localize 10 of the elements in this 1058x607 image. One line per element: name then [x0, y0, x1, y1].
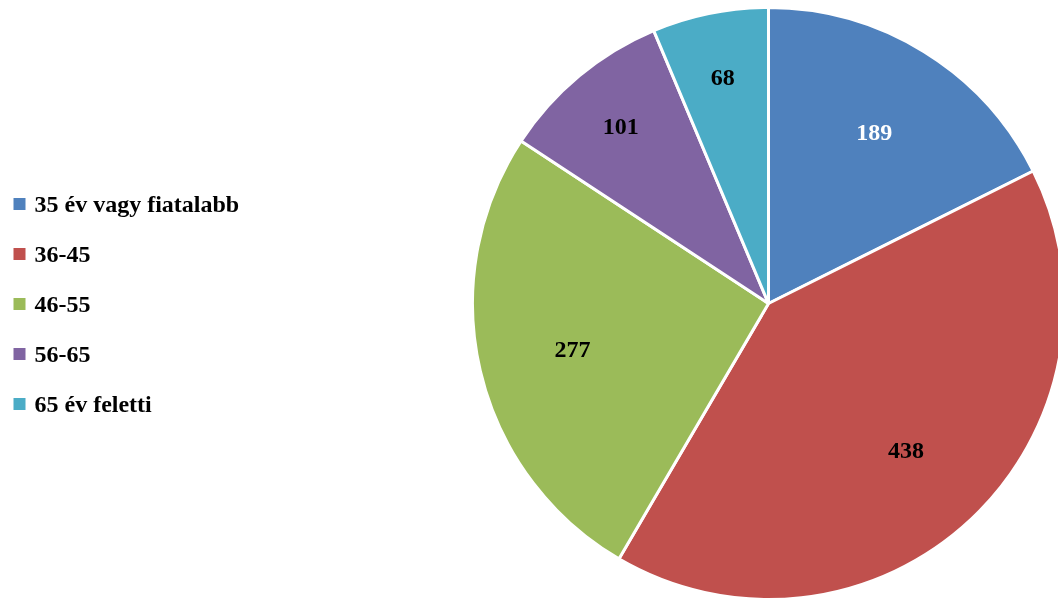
data-label: 438: [888, 436, 925, 463]
legend-label: 56-65: [34, 340, 91, 367]
data-label: 68: [710, 63, 735, 90]
data-label: 189: [856, 118, 893, 145]
data-label: 277: [554, 335, 591, 362]
legend-label: 65 év feletti: [34, 391, 153, 417]
data-label: 101: [602, 112, 639, 139]
legend-label: 36-45: [34, 240, 91, 267]
legend-label: 35 év vagy fiatalabb: [34, 191, 240, 217]
legend-label: 46-55: [34, 290, 91, 317]
